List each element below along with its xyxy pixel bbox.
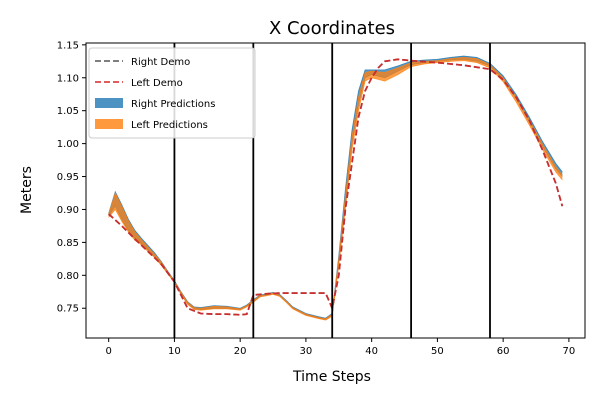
x-tick-label: 20 xyxy=(234,346,247,357)
plot-area xyxy=(108,43,564,338)
x-tick-label: 50 xyxy=(431,346,444,357)
x-tick-label: 30 xyxy=(300,346,313,357)
legend-swatch-right-predictions xyxy=(95,98,123,108)
legend-label-right-demo: Right Demo xyxy=(131,57,190,68)
y-tick-label: 0.90 xyxy=(57,205,79,216)
y-tick-label: 1.15 xyxy=(57,40,79,51)
y-tick-label: 0.75 xyxy=(57,304,79,315)
left-predictions-upper-line xyxy=(108,56,563,320)
x-tick-label: 40 xyxy=(365,346,378,357)
y-tick-label: 1.10 xyxy=(57,73,79,84)
y-axis-title: Meters xyxy=(19,166,35,214)
y-tick-label: 1.05 xyxy=(57,106,79,117)
legend-label-left-predictions: Left Predictions xyxy=(131,120,208,131)
legend-swatch-left-predictions xyxy=(95,119,123,129)
y-tick-label: 0.85 xyxy=(57,238,79,249)
legend-box xyxy=(88,47,256,139)
y-tick-label: 1.00 xyxy=(57,139,79,150)
legend-label-right-predictions: Right Predictions xyxy=(131,99,215,110)
x-axis-title: Time Steps xyxy=(292,369,371,385)
axes: 0 10 20 30 40 50 60 70 0.75 0.80 0.85 0.90 0.95 1.00 1… xyxy=(57,40,586,357)
y-tick-label: 0.95 xyxy=(57,172,79,183)
plot-frame xyxy=(85,42,586,339)
x-tick-label: 60 xyxy=(497,346,510,357)
x-tick-label: 70 xyxy=(563,346,576,357)
x-tick-label: 10 xyxy=(168,346,181,357)
legend-label-left-demo: Left Demo xyxy=(131,78,183,89)
chart-title: X Coordinates xyxy=(269,18,395,39)
y-tick-label: 0.80 xyxy=(57,271,79,282)
legend: Right Demo Left Demo Right Predictions Left… xyxy=(88,47,256,139)
x-tick-label: 0 xyxy=(105,346,111,357)
